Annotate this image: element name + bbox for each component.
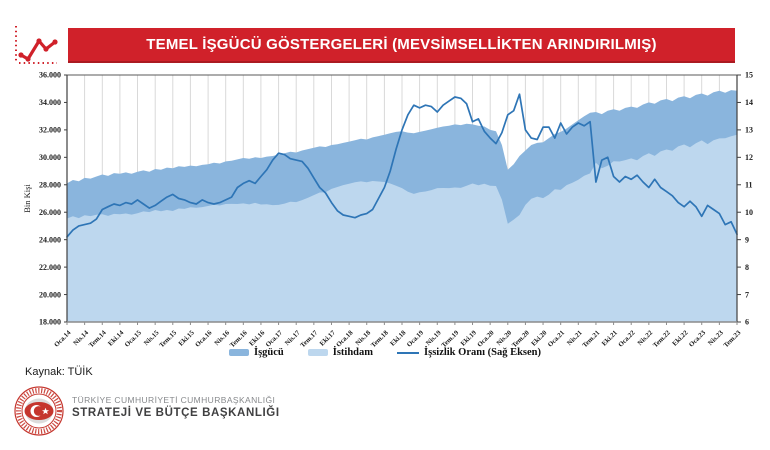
legend-item-issizlik-orani: İşsizlik Oranı (Sağ Eksen) (397, 347, 541, 358)
svg-text:Oca.23: Oca.23 (688, 329, 708, 349)
legend-label: İşsizlik Oranı (Sağ Eksen) (424, 347, 541, 358)
svg-text:26.000: 26.000 (39, 208, 61, 217)
footer-org-block: TÜRKİYE CUMHURİYETİ CUMHURBAŞKANLIĞI STR… (72, 395, 280, 419)
svg-text:8: 8 (745, 263, 749, 272)
svg-text:Oca.18: Oca.18 (335, 329, 355, 349)
svg-text:Oca.22: Oca.22 (617, 329, 637, 349)
svg-text:Eki.16: Eki.16 (248, 329, 267, 348)
svg-text:Eki.17: Eki.17 (319, 329, 338, 348)
chart-legend: İşgücü İstihdam İşsizlik Oranı (Sağ Ekse… (0, 347, 770, 358)
svg-text:34.000: 34.000 (39, 98, 61, 107)
istihdam-swatch-icon (307, 349, 328, 356)
svg-text:Eki.15: Eki.15 (178, 329, 197, 348)
svg-text:7: 7 (745, 290, 749, 299)
legend-item-istihdam: İstihdam (307, 347, 374, 358)
svg-text:15: 15 (745, 71, 753, 80)
svg-text:Oca.17: Oca.17 (265, 329, 285, 349)
svg-text:Eki.22: Eki.22 (671, 329, 690, 348)
svg-text:Bin Kişi: Bin Kişi (22, 184, 32, 213)
page-title: TEMEL İŞGÜCÜ GÖSTERGELERİ (MEVSİMSELLİKT… (146, 36, 657, 53)
legend-label: İstihdam (332, 347, 374, 358)
svg-text:Eki.19: Eki.19 (460, 329, 479, 348)
svg-text:14: 14 (745, 98, 753, 107)
svg-text:9: 9 (745, 235, 749, 244)
svg-text:30.000: 30.000 (39, 153, 61, 162)
svg-text:6: 6 (745, 318, 749, 327)
footer-org-line2: STRATEJİ VE BÜTÇE BAŞKANLIĞI (72, 407, 280, 419)
svg-text:13: 13 (745, 126, 753, 135)
svg-text:28.000: 28.000 (39, 180, 61, 189)
isgucu-swatch-icon (228, 349, 249, 356)
svg-text:Eki.20: Eki.20 (530, 329, 549, 348)
svg-text:10: 10 (745, 208, 753, 217)
issizlik-line-swatch-icon (397, 351, 420, 354)
svg-text:18.000: 18.000 (39, 318, 61, 327)
legend-item-isgucu: İşgücü (228, 347, 284, 358)
presidency-seal-icon (14, 386, 64, 436)
svg-text:Oca.16: Oca.16 (194, 329, 214, 349)
svg-text:Eki.21: Eki.21 (601, 329, 620, 348)
svg-text:Eki.14: Eki.14 (107, 329, 126, 348)
svg-text:Oca.20: Oca.20 (476, 329, 496, 349)
svg-text:36.000: 36.000 (39, 71, 61, 80)
svg-text:32.000: 32.000 (39, 126, 61, 135)
title-banner: TEMEL İŞGÜCÜ GÖSTERGELERİ (MEVSİMSELLİKT… (68, 28, 735, 63)
line-chart-logo-icon (15, 26, 58, 64)
svg-text:Eki.18: Eki.18 (389, 329, 408, 348)
legend-label: İşgücü (253, 347, 284, 358)
svg-text:Oca.15: Oca.15 (124, 329, 144, 349)
svg-text:12: 12 (745, 153, 753, 162)
source-label: Kaynak: TÜİK (25, 366, 93, 378)
svg-text:22.000: 22.000 (39, 263, 61, 272)
svg-text:Oca.14: Oca.14 (53, 329, 73, 349)
svg-text:11: 11 (745, 180, 753, 189)
svg-text:Oca.19: Oca.19 (406, 329, 426, 349)
svg-text:24.000: 24.000 (39, 235, 61, 244)
svg-text:Oca.21: Oca.21 (547, 329, 567, 349)
footer-org-line1: TÜRKİYE CUMHURİYETİ CUMHURBAŞKANLIĞI (72, 395, 276, 405)
svg-text:20.000: 20.000 (39, 290, 61, 299)
